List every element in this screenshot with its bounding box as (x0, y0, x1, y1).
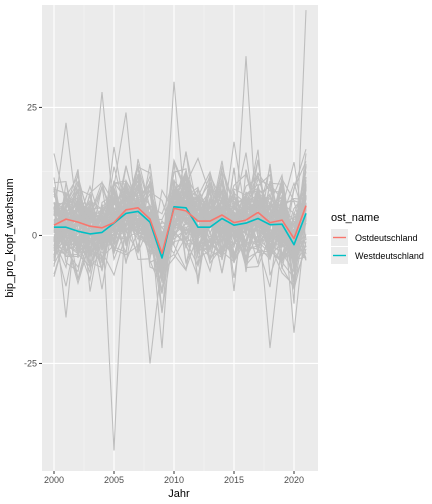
background-line (53, 152, 307, 268)
y-tick-label: 0 (32, 230, 37, 240)
x-tick-label: 2000 (44, 475, 64, 485)
background-line (53, 173, 307, 267)
legend-title: ost_name (331, 212, 379, 224)
series-line-westdeutschland (54, 206, 307, 259)
x-tick-label: 2005 (104, 475, 124, 485)
series-lines (53, 205, 307, 259)
x-tick-label: 2010 (164, 475, 184, 485)
x-tick-label: 2015 (224, 475, 244, 485)
background-line (53, 182, 307, 259)
background-line (53, 199, 307, 252)
legend: ost_name Ostdeutschland Westdeutschland (331, 212, 424, 264)
background-line (53, 191, 307, 274)
legend-label-westdeutschland: Westdeutschland (355, 251, 424, 261)
x-tick-label: 2020 (284, 475, 304, 485)
x-axis-title: Jahr (168, 488, 190, 500)
y-tick-label: -25 (24, 358, 37, 368)
axes: 2000 2005 2010 2015 2020 -25 0 25 (24, 102, 304, 485)
background-lines (53, 10, 307, 451)
y-axis-title: bip_pro_kopf_wachstum (4, 178, 16, 297)
series-line-ostdeutschland (53, 205, 307, 255)
legend-label-ostdeutschland: Ostdeutschland (355, 233, 418, 243)
y-tick-label: 25 (27, 102, 37, 112)
background-line (53, 163, 307, 263)
